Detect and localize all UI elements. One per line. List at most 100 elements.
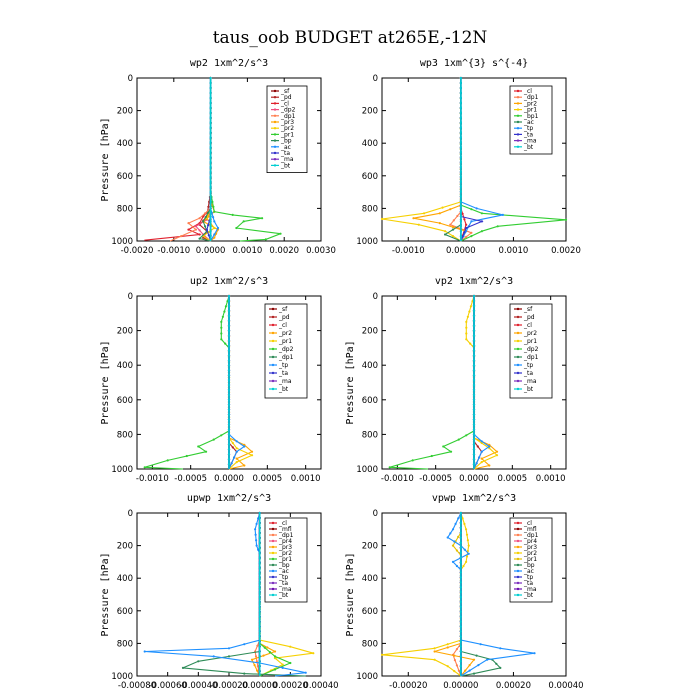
series-marker <box>235 461 238 464</box>
series-marker <box>480 450 483 453</box>
legend-entry: _pr2 <box>278 330 292 337</box>
legend-marker <box>516 339 520 343</box>
x-tick-label: 0.0000 <box>214 474 244 484</box>
y-tick-label: 200 <box>362 542 378 552</box>
series-marker <box>227 383 231 387</box>
series-marker <box>486 658 489 661</box>
legend-entry: _tp <box>278 574 288 581</box>
series-marker <box>207 234 210 237</box>
y-tick-label: 400 <box>117 361 133 371</box>
series-marker <box>472 393 476 396</box>
y-tick-label: 400 <box>117 139 133 149</box>
series-marker <box>264 238 267 241</box>
series-marker <box>459 96 462 99</box>
series-marker <box>207 211 210 214</box>
legend-entry: _pr1 <box>523 556 537 563</box>
series-marker <box>243 443 246 446</box>
series-marker <box>451 560 455 564</box>
series-marker <box>451 228 455 231</box>
legend-entry: _ma <box>523 138 537 145</box>
legend-marker <box>516 102 520 105</box>
series-marker <box>466 549 469 553</box>
legend-entry: _tp <box>523 362 533 369</box>
series-marker <box>227 423 231 426</box>
legend-entry: _ac <box>523 568 534 575</box>
series-line <box>228 296 246 470</box>
legend-entry: _pr2 <box>280 125 294 132</box>
y-tick-label: 1000 <box>356 672 378 682</box>
series-marker <box>459 595 462 599</box>
legend-marker <box>516 551 520 555</box>
x-tick-label: -0.00060 <box>149 681 187 691</box>
series-marker <box>250 450 254 453</box>
legend-marker <box>271 587 275 591</box>
series-marker <box>243 464 246 467</box>
series-marker <box>256 665 259 668</box>
series-marker <box>209 91 212 94</box>
legend-entry: _pr4 <box>523 538 537 545</box>
series-marker <box>472 334 476 337</box>
series-marker <box>459 170 462 173</box>
x-tick-label: -0.00020 <box>210 681 248 691</box>
series-marker <box>466 315 469 318</box>
legend-marker <box>516 127 520 130</box>
series-bt <box>258 511 261 676</box>
series-marker <box>227 388 231 391</box>
legend-marker <box>516 371 520 375</box>
series-marker <box>459 235 462 238</box>
series-marker <box>470 220 473 223</box>
legend-entry: _bt <box>523 386 534 393</box>
series-line <box>389 296 475 470</box>
panel-title: upwp 1xm^2/s^3 <box>187 493 271 504</box>
series-marker <box>304 671 307 674</box>
series-marker <box>227 299 231 302</box>
series-marker <box>459 620 462 623</box>
series-marker <box>250 454 254 457</box>
legend-marker <box>516 145 520 148</box>
series-marker <box>258 595 261 599</box>
y-tick-label: 200 <box>117 107 133 117</box>
series-marker <box>258 660 261 663</box>
x-tick-label: 0.0000 <box>446 246 476 256</box>
series-marker <box>472 658 476 661</box>
legend-box <box>266 85 308 173</box>
figure-title: taus_oob BUDGET at265E,-12N <box>213 28 488 48</box>
y-axis-label: Pressure [hPa] <box>345 340 356 424</box>
series-marker <box>227 403 231 406</box>
series-marker <box>456 214 459 218</box>
series-marker <box>488 443 491 446</box>
panel-title: up2 1xm^2/s^3 <box>190 276 268 287</box>
series-marker <box>472 403 476 406</box>
x-tick-label: 0.0005 <box>252 474 282 484</box>
series-marker <box>467 544 470 547</box>
series-marker <box>459 220 462 223</box>
legend-marker <box>516 331 520 335</box>
series-marker <box>459 551 462 554</box>
series-marker <box>459 205 462 208</box>
series-marker <box>212 655 215 658</box>
legend-marker <box>516 387 520 391</box>
series-line <box>473 296 498 470</box>
legend-entry: _sf <box>523 306 533 313</box>
legend-entry: _pr1 <box>278 338 292 345</box>
series-marker <box>480 230 483 233</box>
series-marker <box>227 364 231 367</box>
series-marker <box>463 548 466 551</box>
series-marker <box>444 233 447 236</box>
series-marker <box>444 230 447 233</box>
series-marker <box>472 443 476 446</box>
legend-box <box>264 517 308 603</box>
series-marker <box>475 462 478 465</box>
series-marker <box>533 652 536 655</box>
series-marker <box>479 643 482 646</box>
series-marker <box>472 418 476 421</box>
series-marker <box>459 571 462 574</box>
x-tick-label: -0.0005 <box>419 474 452 484</box>
series-marker <box>564 218 568 221</box>
y-tick-label: 800 <box>117 639 133 649</box>
legend-marker <box>516 347 520 351</box>
legend-entry: _dp2 <box>280 107 296 114</box>
legend-entry: _dp2 <box>523 346 539 353</box>
series-marker <box>472 374 476 377</box>
legend-marker <box>273 158 277 161</box>
